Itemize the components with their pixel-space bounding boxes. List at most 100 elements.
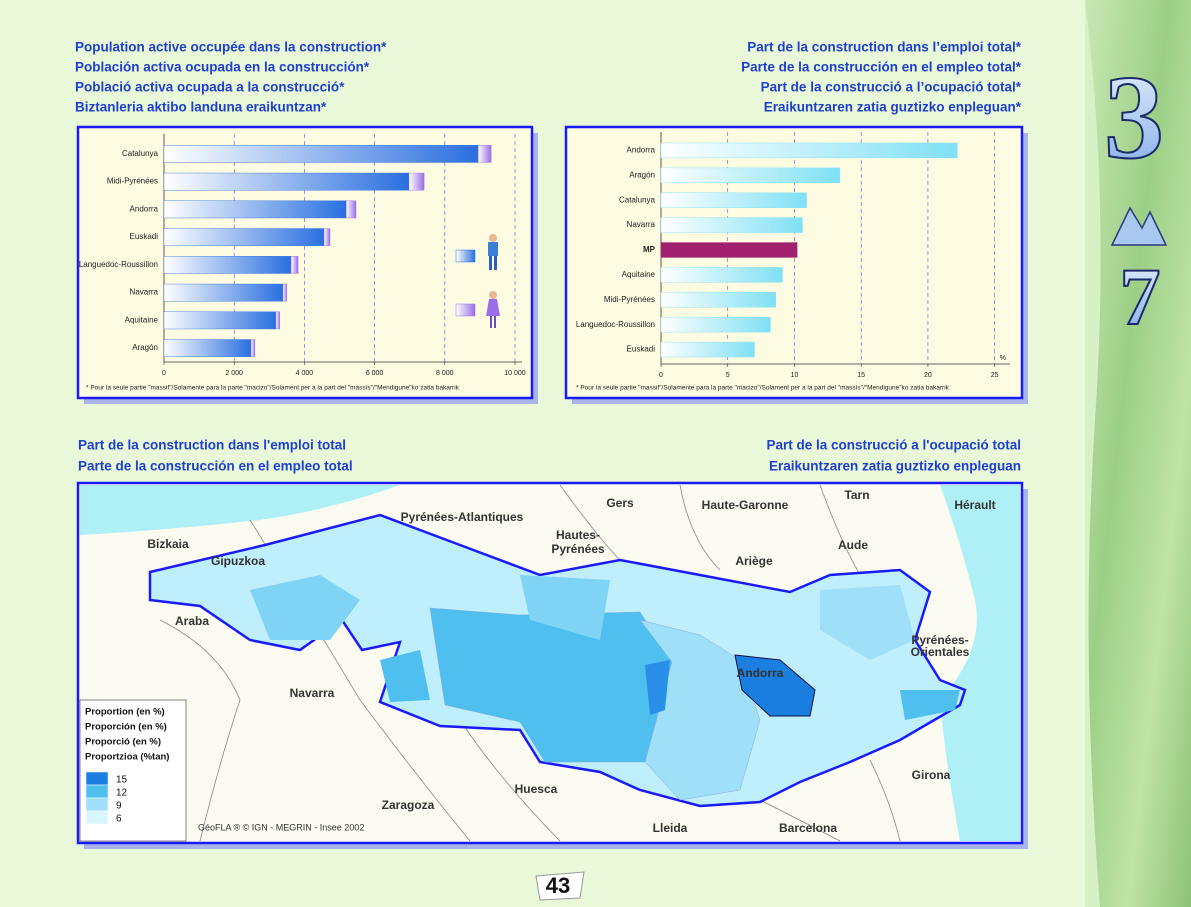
map-label: Bizkaia	[147, 537, 189, 551]
legend-swatch	[85, 771, 109, 786]
category-label: Midi-Pyrénées	[107, 177, 158, 186]
x-tick-label: 6 000	[366, 370, 384, 377]
footnote: * Pour la seule partie "massif"/Solament…	[86, 385, 460, 392]
category-label: Euskadi	[627, 345, 656, 354]
bar-segment	[163, 311, 277, 330]
chart-title: Biztanleria aktibo landuna eraikuntzan*	[75, 100, 327, 115]
bar-segment	[163, 200, 347, 219]
map-label: Hautes-	[556, 528, 600, 542]
map-label: Pyrénées-	[911, 633, 968, 647]
x-tick-label: 25	[991, 372, 999, 379]
legend-label: 15	[116, 775, 128, 786]
chart-title: Població activa ocupada a la construcció…	[75, 80, 345, 95]
legend-label: 12	[116, 788, 128, 799]
map-label: Haute-Garonne	[702, 498, 789, 512]
chart-title: Población activa ocupada en la construcc…	[75, 60, 370, 75]
legend-title: Proportzioa (%tan)	[85, 752, 169, 763]
chapter-number: 3	[1104, 51, 1164, 184]
sea	[80, 485, 400, 535]
region	[645, 660, 670, 715]
map-label: Lleida	[653, 821, 688, 835]
map-title: Eraikuntzaren zatia guztizko enpleguan	[769, 459, 1021, 474]
x-tick-label: 5	[726, 372, 730, 379]
bar	[660, 341, 755, 358]
region	[380, 650, 430, 702]
bar-segment	[163, 228, 325, 246]
x-tick-label: 4 000	[296, 370, 314, 377]
map-label: Tarn	[844, 488, 869, 502]
chart-title: Population active occupée dans la constr…	[75, 40, 387, 55]
legend-title: Proporción (en %)	[85, 722, 167, 733]
bar-segment	[163, 283, 284, 302]
x-tick-label: 10	[791, 372, 799, 379]
map-credit: GéoFLA ® © IGN - MEGRIN - Insee 2002	[198, 822, 364, 832]
page-number-badge	[535, 871, 585, 901]
map-label: Navarra	[290, 686, 335, 700]
map-label: Gipuzkoa	[211, 554, 265, 568]
category-label: Aragón	[132, 343, 158, 352]
legend-label: 6	[116, 814, 122, 825]
region	[520, 575, 610, 640]
map-label: Zaragoza	[382, 798, 435, 812]
andorra-region	[734, 654, 816, 717]
x-unit: %	[1000, 355, 1006, 362]
map-label: Gers	[606, 496, 634, 510]
map-label: Ariège	[735, 554, 773, 568]
chart-panel	[76, 125, 534, 400]
category-label: Languedoc-Roussillon	[79, 260, 158, 269]
region	[820, 585, 915, 660]
woman-icon	[486, 291, 500, 328]
bar	[660, 317, 771, 333]
x-tick-label: 10 000	[504, 370, 526, 377]
bar-segment	[345, 200, 357, 219]
decor-strip	[1085, 0, 1191, 907]
map-label: Girona	[912, 768, 951, 782]
map-labels: Bizkaia Gipuzkoa Araba Navarra Zaragoza …	[147, 488, 995, 835]
bar	[660, 217, 803, 233]
bar	[660, 142, 958, 159]
x-tick-label: 8 000	[436, 370, 454, 377]
map-label: Barcelona	[779, 821, 837, 835]
sea	[940, 485, 1020, 841]
x-tick-label: 15	[857, 372, 865, 379]
legend-swatch	[85, 797, 109, 812]
map-label: Pyrénées-Atlantiques	[401, 510, 524, 524]
section-number: 7	[1120, 251, 1161, 342]
man-icon	[488, 234, 498, 270]
x-tick-label: 0	[659, 372, 663, 379]
chart-title: Part de la construcció a l’ocupació tota…	[761, 80, 1022, 95]
bar-segment	[163, 339, 252, 357]
map-title: Part de la construcció a l'ocupació tota…	[766, 438, 1021, 453]
x-tick-label: 20	[924, 372, 932, 379]
bar-segment	[163, 172, 410, 191]
map-label: Hérault	[954, 498, 995, 512]
category-label: Midi-Pyrénées	[604, 295, 655, 304]
bar	[660, 167, 841, 184]
map-label: Andorra	[737, 666, 784, 680]
bar	[660, 242, 798, 258]
category-label: Aragón	[629, 170, 655, 179]
chart-title: Parte de la construcción en el empleo to…	[741, 60, 1022, 75]
bar-segment	[282, 283, 288, 302]
x-tick-label: 2 000	[225, 370, 243, 377]
map-title: Part de la construction dans l'emploi to…	[78, 438, 346, 453]
chart-title: Eraikuntzaren zatia guztizko enpleguan*	[764, 100, 1022, 115]
bar-segment	[477, 145, 492, 163]
x-tick-label: 0	[162, 370, 166, 377]
category-label: Navarra	[130, 288, 159, 297]
bar-segment	[163, 145, 479, 163]
map-label: Pyrénées	[551, 542, 605, 556]
legend-label: 9	[116, 801, 122, 812]
mountain-icon	[1110, 206, 1168, 246]
bar-segment	[163, 256, 292, 274]
page-number: 43	[546, 873, 570, 898]
bar	[660, 292, 776, 308]
category-label: Navarra	[627, 220, 656, 229]
decor-edge	[1085, 0, 1101, 907]
legend-swatch	[455, 303, 476, 317]
map-title: Parte de la construcción en el empleo to…	[78, 459, 353, 474]
bar	[660, 192, 807, 208]
category-label: Andorra	[130, 204, 159, 213]
category-label: Aquitaine	[125, 315, 159, 324]
